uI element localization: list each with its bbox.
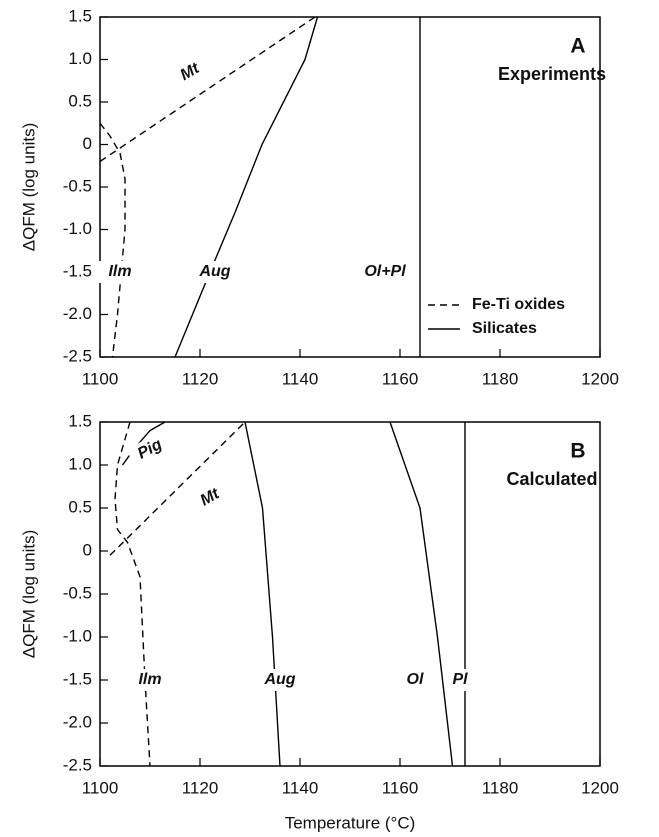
y-tick-label: 0 — [83, 134, 92, 153]
y-tick-label: 1.5 — [68, 411, 92, 430]
x-axis-label: Temperature (°C) — [285, 813, 416, 832]
x-tick-label: 1160 — [382, 369, 419, 388]
x-tick-label: 1100 — [82, 369, 119, 388]
y-tick-label: 1.0 — [68, 49, 92, 68]
label-background — [259, 669, 301, 691]
y-tick-label: -2.0 — [63, 712, 92, 731]
label-background — [400, 669, 430, 691]
y-axis-label: ΔQFM (log units) — [19, 123, 38, 252]
curve — [99, 122, 126, 358]
y-axis-label: ΔQFM (log units) — [19, 530, 38, 659]
curve-label: Aug — [263, 671, 295, 688]
panel-letter: A — [570, 35, 585, 58]
curve — [121, 421, 166, 466]
curve-label: Ol — [407, 671, 424, 688]
y-tick-label: 0.5 — [68, 497, 92, 516]
y-tick-label: 1.0 — [68, 454, 92, 473]
legend-label: Silicates — [472, 320, 537, 337]
y-tick-label: -2.5 — [63, 346, 92, 365]
y-tick-label: -0.5 — [63, 176, 92, 195]
x-tick-label: 1140 — [282, 369, 319, 388]
panel-subtitle: Calculated — [506, 469, 597, 489]
y-tick-label: -1.0 — [63, 219, 92, 238]
x-tick-label: 1180 — [482, 778, 519, 797]
y-tick-label: -1.5 — [63, 669, 92, 688]
y-tick-label: -0.5 — [63, 583, 92, 602]
panel-letter: B — [570, 440, 585, 463]
x-tick-label: 1120 — [182, 369, 219, 388]
curve — [99, 16, 316, 163]
curve — [389, 421, 454, 767]
y-tick-label: -2.5 — [63, 755, 92, 774]
label-background — [171, 55, 209, 90]
curve — [244, 421, 281, 767]
curve-label: Aug — [198, 263, 230, 280]
y-tick-label: 0 — [83, 540, 92, 559]
y-tick-label: -1.5 — [63, 261, 92, 280]
y-tick-label: 1.5 — [68, 6, 92, 25]
label-background — [99, 261, 141, 283]
curve-label: Ol+Pl — [364, 263, 406, 280]
x-tick-label: 1100 — [82, 778, 119, 797]
legend-label: Fe-Ti oxides — [472, 296, 565, 313]
label-background — [194, 261, 236, 283]
x-tick-label: 1180 — [482, 369, 519, 388]
curve — [109, 421, 246, 556]
y-tick-label: 0.5 — [68, 91, 92, 110]
y-tick-label: -1.0 — [63, 626, 92, 645]
legend-background — [424, 318, 584, 340]
legend-background — [424, 294, 584, 316]
label-background — [352, 261, 418, 283]
x-tick-label: 1200 — [581, 369, 619, 388]
panel-subtitle: Experiments — [498, 64, 606, 84]
x-tick-label: 1160 — [382, 778, 419, 797]
curve — [114, 421, 151, 767]
x-tick-label: 1120 — [182, 778, 219, 797]
curve — [174, 16, 319, 358]
curve-label: Pl — [452, 671, 468, 688]
x-tick-label: 1200 — [581, 778, 619, 797]
curve-label: Ilm — [108, 263, 131, 280]
y-tick-label: -2.0 — [63, 304, 92, 323]
label-background — [129, 669, 171, 691]
label-background — [445, 669, 475, 691]
curve-label: Ilm — [138, 671, 161, 688]
x-tick-label: 1140 — [282, 778, 319, 797]
label-background — [191, 480, 229, 515]
label-background — [126, 429, 174, 470]
